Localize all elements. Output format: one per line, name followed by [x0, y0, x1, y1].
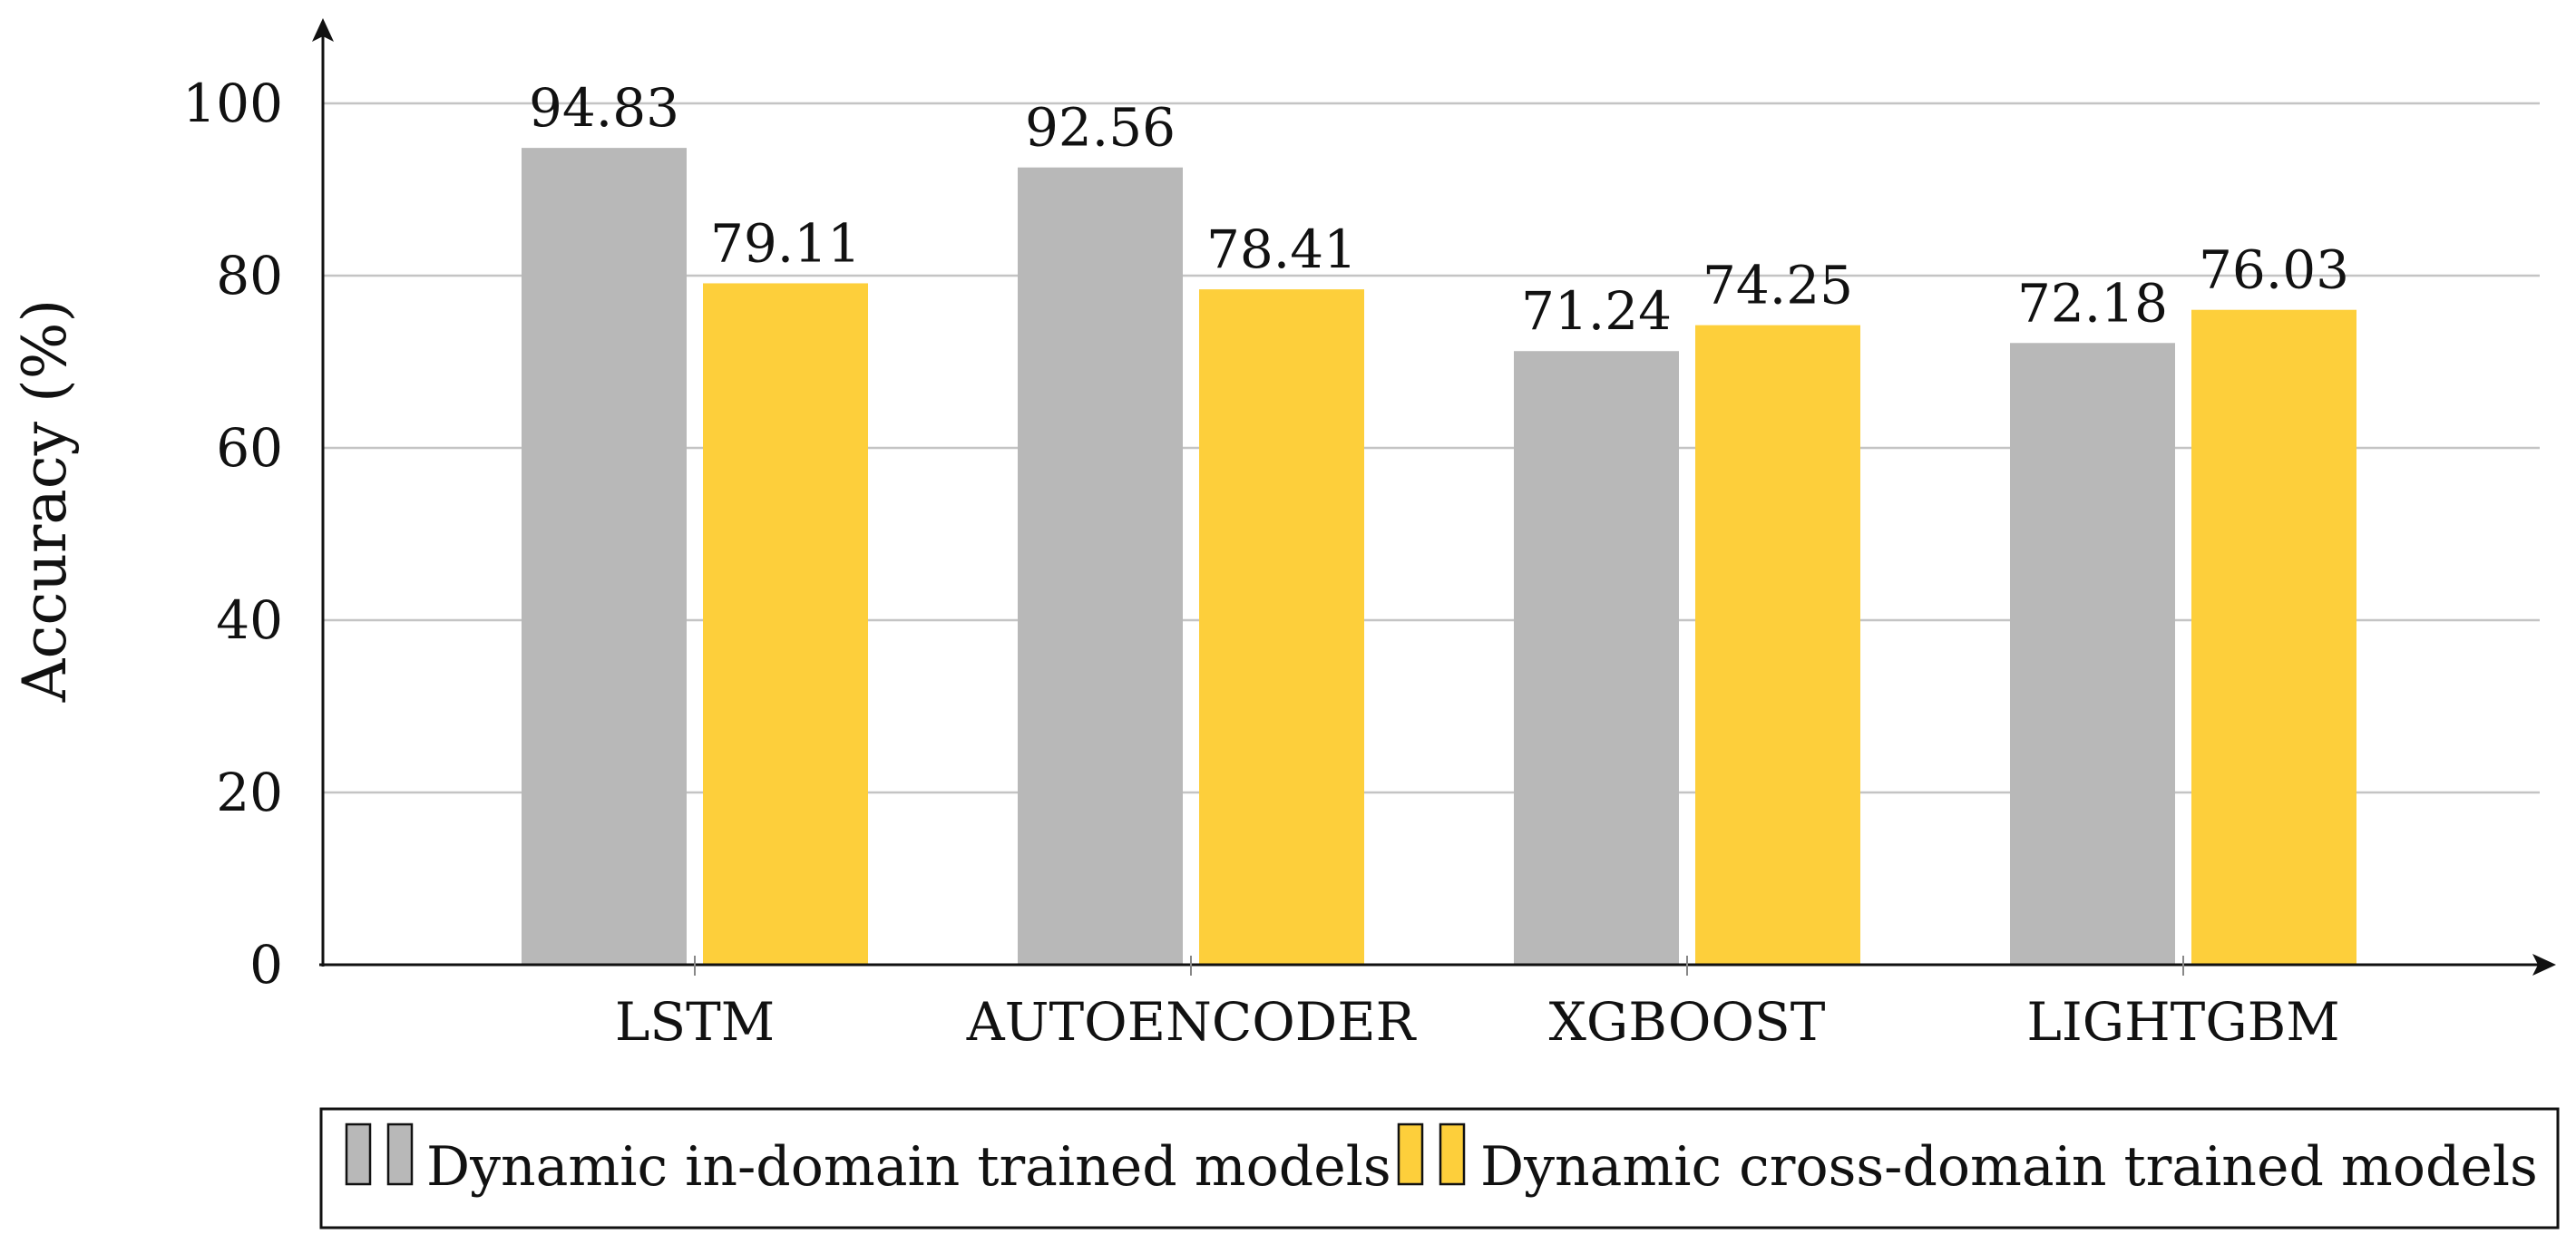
- bar: [522, 148, 687, 966]
- data-label: 92.56: [1025, 97, 1176, 159]
- y-tick-label: 0: [249, 934, 283, 996]
- legend-label: Dynamic in-domain trained models: [426, 1135, 1391, 1199]
- y-tick-label: 60: [216, 417, 283, 479]
- data-label: 76.03: [2199, 239, 2349, 301]
- legend-swatch: [1397, 1123, 1424, 1186]
- data-label: 78.41: [1206, 219, 1357, 280]
- y-tick-label: 80: [216, 245, 283, 306]
- data-label: 72.18: [2017, 272, 2168, 334]
- data-label: 71.24: [1521, 280, 1672, 342]
- bar: [2191, 309, 2356, 966]
- bar: [1695, 325, 1860, 965]
- data-label: 94.83: [529, 77, 679, 139]
- y-tick-labels: 0 20 40 60 80 100: [182, 73, 283, 996]
- data-label: 74.25: [1703, 255, 1853, 316]
- y-tick-label: 100: [182, 73, 283, 134]
- bar: [1018, 167, 1183, 965]
- legend-swatch: [386, 1123, 414, 1186]
- x-tick-labels: LSTM AUTOENCODER XGBOOST LIGHTGBM: [615, 991, 2340, 1053]
- data-labels: 94.83 79.11 92.56 78.41 71.24 74.25 72.18 76.03: [529, 77, 2349, 342]
- legend-swatch: [345, 1123, 372, 1186]
- bar: [1199, 289, 1364, 966]
- x-axis-arrow-icon: [2532, 954, 2556, 976]
- y-tick-label: 40: [216, 589, 283, 651]
- bar: [1514, 351, 1679, 966]
- x-tick-label: XGBOOST: [1549, 991, 1826, 1053]
- axes: [312, 18, 2556, 976]
- x-tick-label: LSTM: [615, 991, 775, 1053]
- y-axis-arrow-icon: [312, 18, 334, 42]
- bar: [2010, 343, 2175, 965]
- legend-label: Dynamic cross-domain trained models: [1480, 1135, 2538, 1199]
- legend: Dynamic in-domain trained models Dynamic …: [319, 1107, 2560, 1229]
- x-tick-label: LIGHTGBM: [2026, 991, 2339, 1053]
- x-tick-label: AUTOENCODER: [966, 991, 1418, 1053]
- y-tick-label: 20: [216, 762, 283, 823]
- bar: [703, 283, 868, 966]
- legend-swatch: [1439, 1123, 1466, 1186]
- data-label: 79.11: [710, 212, 861, 274]
- y-axis-label: Accuracy (%): [10, 299, 80, 703]
- bars: [522, 148, 2356, 966]
